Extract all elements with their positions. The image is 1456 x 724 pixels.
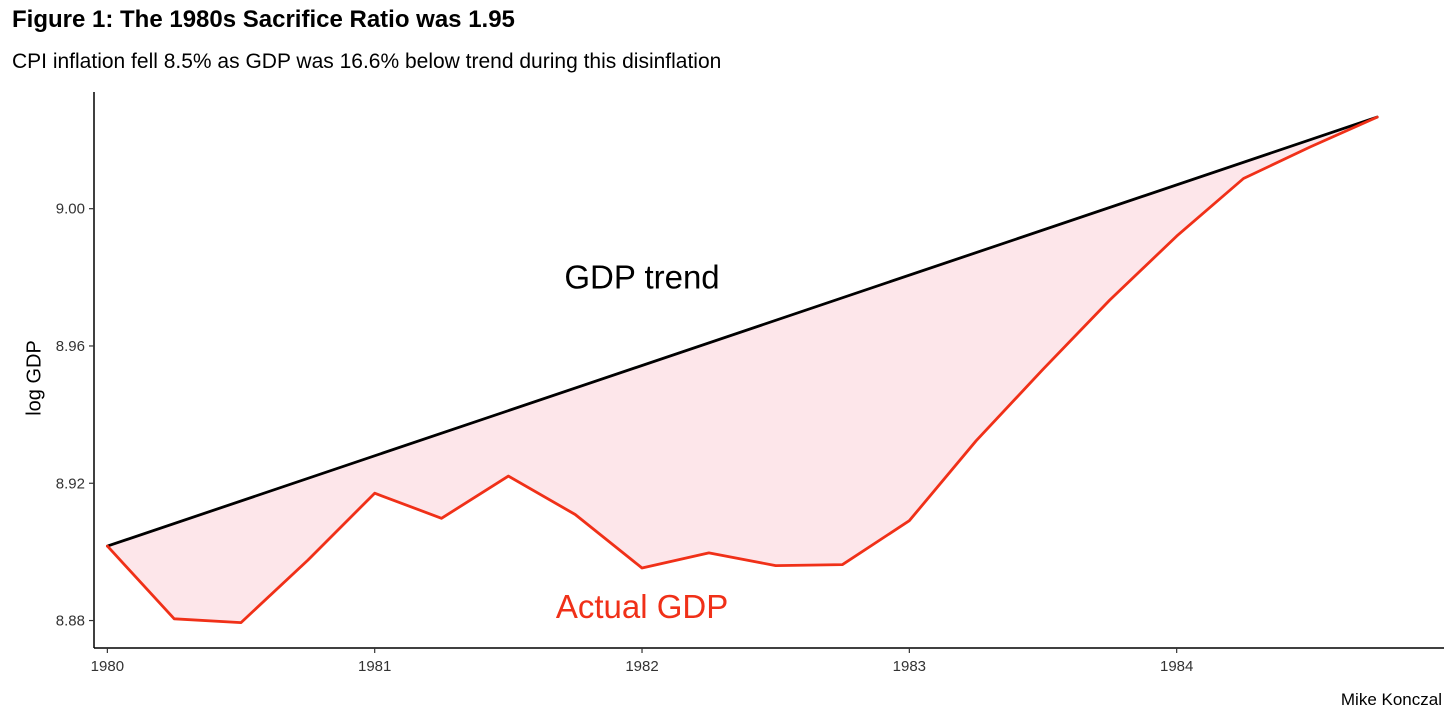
y-tick-label: 8.88: [56, 613, 85, 630]
y-tick-label: 8.92: [56, 475, 85, 492]
series-line-gdp-trend: [106, 115, 1379, 548]
series-line-actual-gdp: [106, 115, 1379, 624]
annotation-gdp-trend: GDP trend: [564, 258, 719, 295]
gap-area: [107, 117, 1378, 623]
series-lines: [106, 115, 1379, 624]
annotation-actual-gdp: Actual GDP: [556, 588, 728, 625]
x-tick-label: 1984: [1160, 658, 1193, 675]
x-tick-label: 1982: [625, 658, 658, 675]
axes: 8.88 8.92 8.96 9.00 1980 1981 1982 1983 1984: [56, 92, 1444, 675]
chart-subtitle: CPI inflation fell 8.5% as GDP was 16.6%…: [12, 50, 722, 73]
gap-area-layer: [107, 117, 1378, 623]
y-tick-label: 8.96: [56, 338, 85, 355]
chart-title: Figure 1: The 1980s Sacrifice Ratio was …: [12, 6, 515, 33]
y-tick-label: 9.00: [56, 201, 85, 218]
annotations: GDP trend Actual GDP: [556, 258, 728, 624]
x-tick-label: 1983: [893, 658, 926, 675]
x-tick-label: 1981: [358, 658, 391, 675]
chart-caption: Mike Konczal: [1340, 690, 1442, 709]
x-tick-label: 1980: [91, 658, 124, 675]
